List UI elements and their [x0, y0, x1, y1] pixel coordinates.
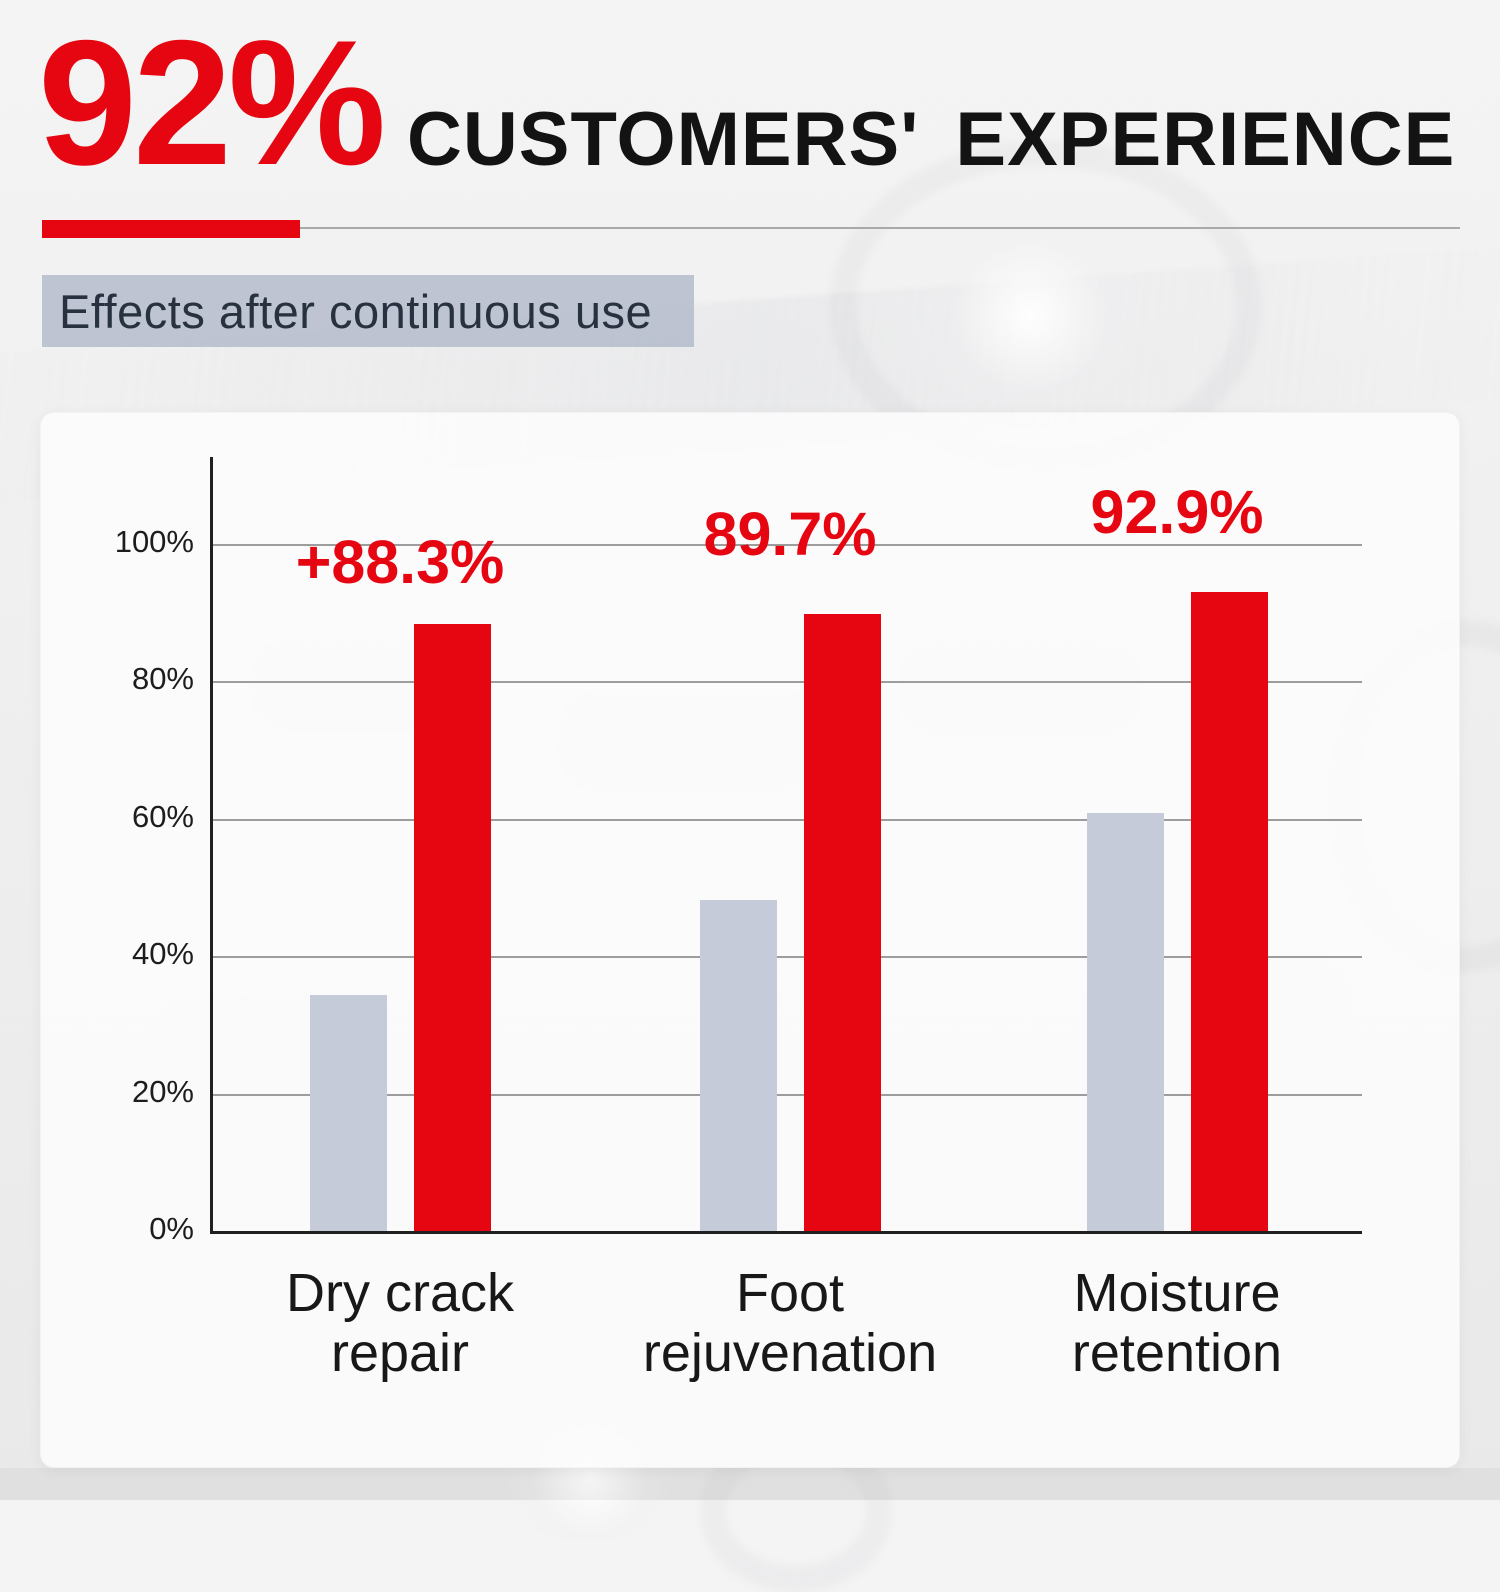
category-label-line: Dry crack [286, 1263, 514, 1323]
value-label: 92.9% [1090, 478, 1264, 547]
y-tick-label: 80% [131, 661, 194, 696]
bottom-background-strip [0, 1468, 1500, 1500]
bar-before [699, 899, 777, 1231]
subtitle-box: Effects after continuous use [42, 275, 694, 347]
headline-title: CUSTOMERS' EXPERIENCE [407, 97, 1456, 182]
category-label-line: Foot [735, 1263, 845, 1323]
category-label-line: rejuvenation [642, 1323, 938, 1383]
y-tick-label: 40% [131, 936, 194, 971]
y-tick-label: 100% [114, 523, 194, 559]
category-label: Foot rejuvenation [580, 1263, 1000, 1383]
y-tick-label: 20% [131, 1073, 194, 1109]
bar-after [413, 623, 491, 1231]
bar-chart: 100% 80% 60% 40% 20% 0% +88.3% Dry crack repair 8… [115, 457, 1362, 1383]
gridline-60 [211, 818, 1362, 821]
gridline-20 [211, 1093, 1362, 1096]
category-label-line: retention [1071, 1323, 1283, 1383]
bar-after [1190, 592, 1268, 1231]
red-underline [42, 220, 300, 238]
headline-stat: 92% [38, 3, 386, 202]
value-label: 89.7% [703, 500, 877, 569]
gridline-40 [211, 956, 1362, 958]
y-axis [210, 457, 213, 1234]
bar-before [309, 994, 387, 1231]
divider-line [300, 227, 1460, 229]
bar-before [1086, 813, 1164, 1231]
category-label: Moisture retention [967, 1263, 1387, 1383]
water-drop-highlight-decoration [900, 200, 1160, 430]
subtitle-text: Effects after continuous use [59, 285, 653, 338]
x-axis [210, 1231, 1362, 1234]
y-tick-label: 0% [149, 1211, 194, 1246]
y-tick-label: 60% [131, 798, 194, 834]
value-label: +88.3% [295, 527, 505, 596]
gridline-80 [211, 681, 1362, 683]
bar-after [803, 614, 881, 1231]
gridline-100 [211, 543, 1362, 546]
category-label-line: Moisture [1073, 1263, 1281, 1323]
category-label: Dry crack repair [190, 1263, 610, 1383]
category-label-line: repair [330, 1323, 470, 1383]
